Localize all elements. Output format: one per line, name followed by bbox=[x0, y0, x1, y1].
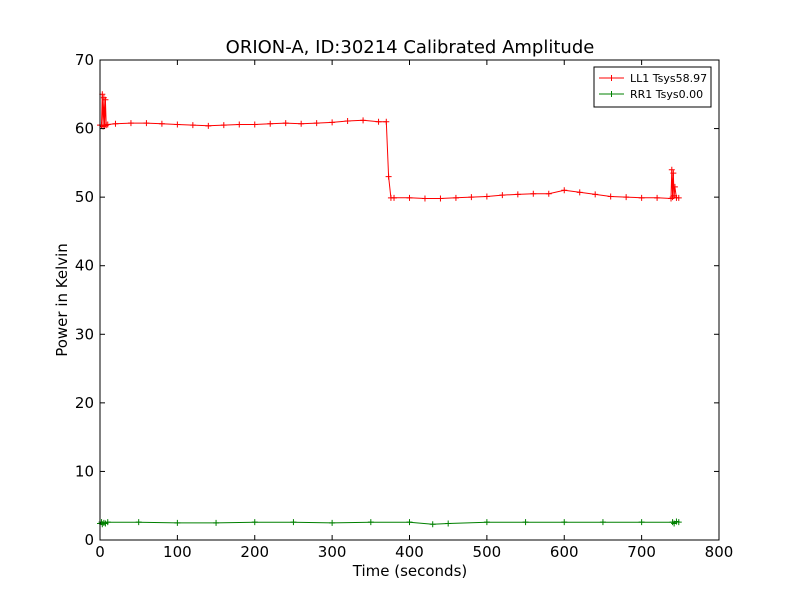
series-1-point bbox=[530, 190, 537, 197]
y-tick-label: 50 bbox=[75, 188, 94, 206]
series-2-point bbox=[290, 519, 297, 526]
series-1-point bbox=[383, 118, 390, 125]
y-tick-label: 70 bbox=[75, 51, 94, 69]
series-1-point bbox=[236, 121, 243, 128]
series-1-point bbox=[143, 120, 150, 127]
series-1-point bbox=[104, 121, 111, 128]
series-1-point bbox=[638, 194, 645, 201]
x-tick-label: 500 bbox=[473, 543, 502, 561]
series-2-point bbox=[251, 519, 258, 526]
series-1-point bbox=[375, 118, 382, 125]
series-2-point bbox=[329, 519, 336, 526]
series-1-point bbox=[654, 194, 661, 201]
legend-marker-2 bbox=[608, 91, 615, 97]
series-1-point bbox=[561, 187, 568, 194]
legend: LL1 Tsys58.97 RR1 Tsys0.00 bbox=[593, 66, 712, 108]
x-axis-label: Time (seconds) bbox=[352, 562, 468, 580]
series-1-point bbox=[452, 194, 459, 201]
series-1-point bbox=[545, 190, 552, 197]
series-1-point bbox=[483, 193, 490, 200]
series-1-point bbox=[251, 121, 258, 128]
y-tick-label: 0 bbox=[84, 531, 94, 549]
series-2-point bbox=[669, 519, 676, 526]
legend-marker-1 bbox=[608, 75, 615, 81]
series-1-point bbox=[576, 189, 583, 196]
series-2-point bbox=[445, 520, 452, 527]
series-1-point bbox=[668, 195, 675, 202]
x-tick-label: 100 bbox=[163, 543, 192, 561]
x-tick-label: 700 bbox=[627, 543, 656, 561]
x-tick-label: 200 bbox=[240, 543, 269, 561]
series-1-point bbox=[189, 122, 196, 129]
series-2-point bbox=[174, 519, 181, 526]
y-tick-label: 40 bbox=[75, 257, 94, 275]
series-1-point bbox=[174, 121, 181, 128]
series-1-point bbox=[267, 120, 274, 127]
series-2-point bbox=[638, 519, 645, 526]
series-1-point bbox=[623, 194, 630, 201]
plot-frame bbox=[99, 59, 720, 541]
series-1-point bbox=[437, 195, 444, 202]
chart-title: ORION-A, ID:30214 Calibrated Amplitude bbox=[226, 37, 595, 58]
series-1-point bbox=[127, 120, 134, 127]
series-1-point bbox=[671, 183, 678, 190]
series-1-point bbox=[112, 120, 119, 127]
series-line-1 bbox=[100, 94, 679, 200]
series-1-point bbox=[360, 117, 367, 124]
series-2-point bbox=[522, 519, 529, 526]
series-2-point bbox=[483, 519, 490, 526]
series-1-point bbox=[329, 119, 336, 126]
series-1-point bbox=[592, 191, 599, 198]
series-1-point bbox=[468, 194, 475, 201]
series-1-point bbox=[205, 122, 212, 129]
series-1-point bbox=[406, 194, 413, 201]
x-tick-label: 0 bbox=[95, 543, 105, 561]
series-1-point bbox=[313, 120, 320, 127]
series-2-point bbox=[429, 521, 436, 528]
series-1-point bbox=[670, 170, 677, 177]
legend-label-1: LL1 Tsys58.97 bbox=[630, 72, 707, 85]
series-1-point bbox=[344, 118, 351, 125]
y-tick-label: 20 bbox=[75, 394, 94, 412]
series-1-point bbox=[675, 194, 682, 201]
series-2-point bbox=[104, 519, 111, 526]
y-axis-label: Power in Kelvin bbox=[53, 243, 71, 357]
x-tick-label: 600 bbox=[550, 543, 579, 561]
series-1-point bbox=[669, 194, 676, 201]
legend-label-2: RR1 Tsys0.00 bbox=[630, 88, 703, 101]
x-tick-label: 300 bbox=[318, 543, 347, 561]
series-1-point bbox=[499, 192, 506, 199]
series-line-2 bbox=[99, 520, 679, 526]
series-2-point bbox=[561, 519, 568, 526]
y-tick-label: 30 bbox=[75, 325, 94, 343]
x-tick-label: 400 bbox=[395, 543, 424, 561]
series-1-point bbox=[668, 166, 675, 173]
series-2-point bbox=[367, 519, 374, 526]
series-1-point bbox=[158, 120, 165, 127]
series-1-point bbox=[391, 194, 398, 201]
axis-ticks: 0 100 200 300 400 500 600 700 800 0 10 20 30 40 50 60 70 bbox=[75, 51, 733, 561]
series-2-point bbox=[135, 519, 142, 526]
series-1-point bbox=[607, 193, 614, 200]
series-1-point bbox=[514, 191, 521, 198]
series-1-point bbox=[385, 173, 392, 180]
series-2-point bbox=[675, 519, 682, 526]
x-tick-label: 800 bbox=[705, 543, 734, 561]
y-tick-label: 10 bbox=[75, 462, 94, 480]
series-2-point bbox=[599, 519, 606, 526]
plot-area bbox=[97, 91, 682, 528]
series-1-point bbox=[282, 120, 289, 127]
series-1-point bbox=[102, 96, 109, 103]
legend-box bbox=[593, 66, 712, 108]
series-1-point bbox=[298, 120, 305, 127]
series-2-point bbox=[213, 519, 220, 526]
series-1-point bbox=[421, 195, 428, 202]
series-2-point bbox=[406, 519, 413, 526]
series-1-point bbox=[220, 122, 227, 129]
y-tick-label: 60 bbox=[75, 120, 94, 138]
